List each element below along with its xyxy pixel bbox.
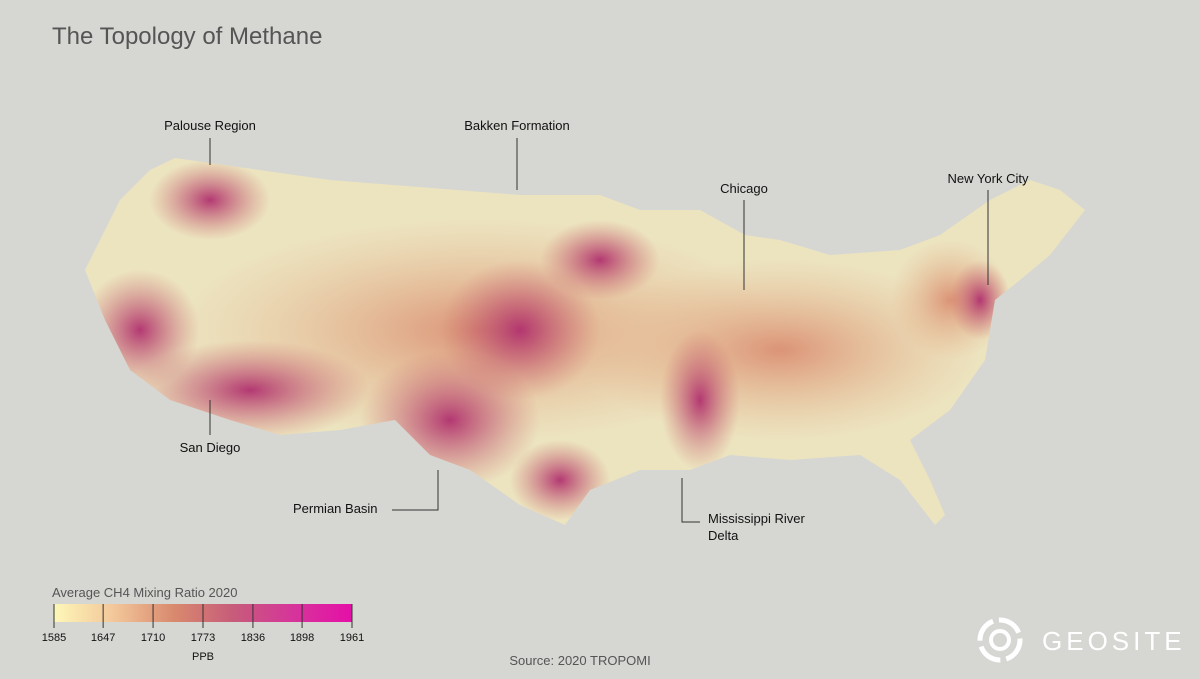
legend-unit: PPB bbox=[192, 651, 214, 663]
map-label: Palouse Region bbox=[164, 118, 256, 133]
label-line: Permian Basin bbox=[293, 501, 378, 516]
map-label: Chicago bbox=[720, 181, 768, 196]
logo-text: GEOSITE bbox=[1042, 626, 1186, 656]
map-label: Bakken Formation bbox=[464, 118, 570, 133]
colorbar-tick-label: 1647 bbox=[91, 632, 115, 644]
map bbox=[85, 158, 1085, 525]
colorbar-tick-label: 1773 bbox=[191, 632, 215, 644]
label-line: Bakken Formation bbox=[464, 118, 570, 133]
map-label: Permian Basin bbox=[293, 501, 378, 516]
label-line: Mississippi River bbox=[708, 511, 805, 526]
map-label: San Diego bbox=[180, 440, 241, 455]
colorbar-tick-label: 1898 bbox=[290, 632, 314, 644]
label-line: Chicago bbox=[720, 181, 768, 196]
leader-lines bbox=[209, 138, 989, 523]
colorbar-tick-label: 1961 bbox=[340, 632, 364, 644]
colorbar-tick-label: 1585 bbox=[42, 632, 66, 644]
map-label: Mississippi River Delta bbox=[708, 511, 805, 543]
logo: GEOSITE bbox=[977, 617, 1186, 663]
label-line: Delta bbox=[708, 528, 739, 543]
colorbar-tick-label: 1710 bbox=[141, 632, 165, 644]
label-line: San Diego bbox=[180, 440, 241, 455]
map-label: New York City bbox=[948, 171, 1029, 186]
legend-title: Average CH4 Mixing Ratio 2020 bbox=[52, 585, 237, 600]
label-line: Palouse Region bbox=[164, 118, 256, 133]
source: Source: 2020 TROPOMI bbox=[509, 653, 650, 668]
title: The Topology of Methane bbox=[52, 23, 322, 50]
colorbar-tick-label: 1836 bbox=[241, 632, 265, 644]
label-line: New York City bbox=[948, 171, 1029, 186]
